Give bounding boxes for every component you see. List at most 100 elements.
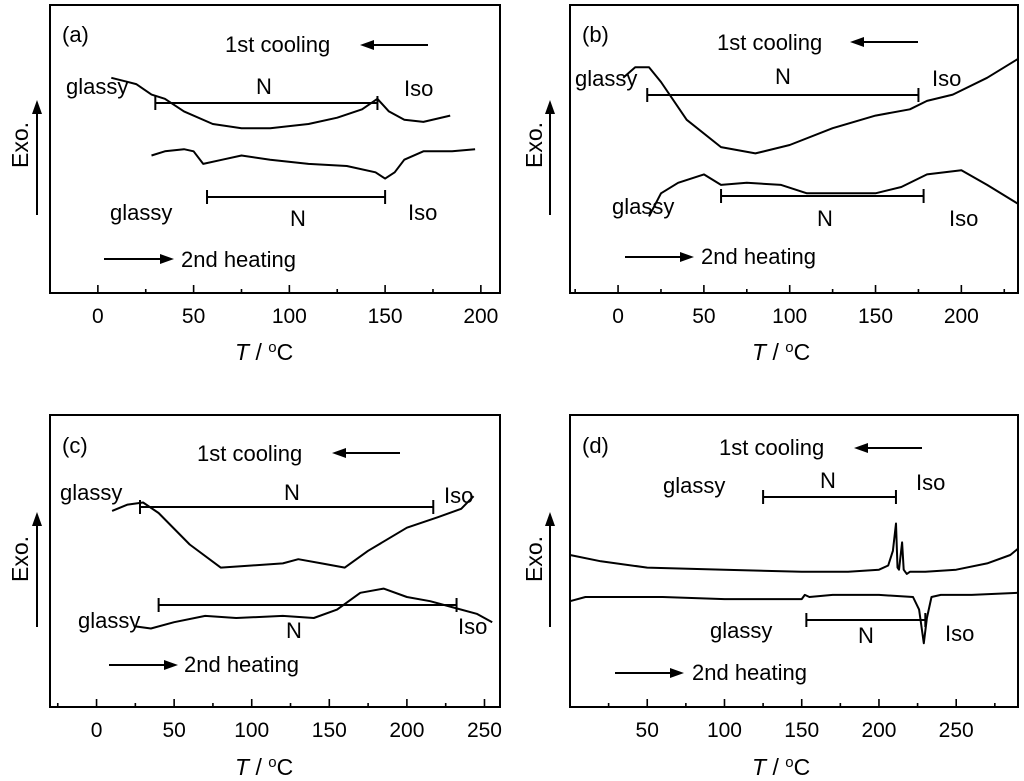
- unit-letter: C: [277, 339, 294, 365]
- heating-label: 2nd heating: [692, 660, 807, 685]
- cooling-label: 1st cooling: [225, 32, 330, 57]
- cooling-curve: [569, 522, 1019, 575]
- heating-iso-label: Iso: [949, 206, 978, 231]
- cooling-n-label: N: [284, 480, 300, 505]
- x-tick-label: 100: [234, 719, 269, 742]
- cooling-iso-label: Iso: [916, 470, 945, 495]
- heating-iso-label: Iso: [458, 614, 487, 639]
- cooling-curve: [622, 58, 1019, 155]
- y-axis-label: Exo.: [7, 536, 33, 582]
- heating-curve: [151, 148, 476, 180]
- panel-a: (a) 1st cooling 2nd heating glassy N Iso…: [7, 4, 501, 366]
- heating-curve: [135, 587, 493, 630]
- x-tick-label: 50: [182, 305, 205, 328]
- heating-label: 2nd heating: [701, 244, 816, 269]
- x-tick-label: 100: [272, 305, 307, 328]
- heating-label: 2nd heating: [181, 247, 296, 272]
- panel-d: (d) 1st cooling 2nd heating glassy N Iso…: [521, 414, 1019, 781]
- y-axis-label: Exo.: [521, 122, 547, 168]
- panel-c: (c) 1st cooling 2nd heating glassy N Iso…: [7, 414, 502, 781]
- exo-arrowhead: [545, 512, 555, 526]
- unit-letter: C: [794, 754, 811, 780]
- unit-letter: C: [277, 754, 294, 780]
- heating-glassy-label: glassy: [110, 200, 172, 225]
- cooling-iso-label: Iso: [404, 76, 433, 101]
- heating-glassy-label: glassy: [78, 608, 140, 633]
- x-tick-label: 250: [939, 719, 974, 742]
- panel-label: (a): [62, 22, 89, 47]
- degree-superscript: o: [785, 754, 793, 771]
- cooling-arrowhead: [854, 443, 868, 453]
- unit-letter: C: [794, 339, 811, 365]
- x-tick-label: 0: [92, 305, 104, 328]
- panel-label: (d): [582, 433, 609, 458]
- heating-iso-label: Iso: [408, 200, 437, 225]
- degree-superscript: o: [785, 339, 793, 356]
- cooling-curve: [111, 76, 451, 130]
- x-axis-label: T / oC: [752, 339, 810, 366]
- heating-arrowhead: [164, 660, 178, 670]
- cooling-glassy-label: glassy: [66, 74, 128, 99]
- x-tick-label: 100: [707, 719, 742, 742]
- heating-arrowhead: [670, 668, 684, 678]
- heating-curve: [648, 169, 1019, 217]
- exo-arrowhead: [545, 100, 555, 114]
- heating-n-label: N: [858, 623, 874, 648]
- cooling-iso-label: Iso: [444, 483, 473, 508]
- x-tick-label: 50: [636, 719, 659, 742]
- cooling-label: 1st cooling: [719, 435, 824, 460]
- x-tick-label: 150: [858, 305, 893, 328]
- y-axis-label: Exo.: [7, 122, 33, 168]
- x-tick-label: 250: [467, 719, 502, 742]
- plot-frame: [49, 414, 501, 708]
- x-tick-label: 200: [389, 719, 424, 742]
- x-tick-label: 150: [312, 719, 347, 742]
- panel-b: (b) 1st cooling 2nd heating glassy N Iso…: [521, 4, 1019, 366]
- cooling-label: 1st cooling: [197, 441, 302, 466]
- plot-frame: [49, 4, 501, 294]
- x-axis-label: T / oC: [752, 754, 810, 781]
- cooling-glassy-label: glassy: [575, 66, 637, 91]
- heating-glassy-label: glassy: [612, 194, 674, 219]
- exo-arrowhead: [32, 100, 42, 114]
- x-tick-label: 50: [162, 719, 185, 742]
- heating-n-label: N: [286, 618, 302, 643]
- y-axis-label: Exo.: [521, 536, 547, 582]
- x-tick-label: 50: [692, 305, 715, 328]
- plot-frame: [569, 4, 1019, 294]
- heating-glassy-label: glassy: [710, 618, 772, 643]
- cooling-arrowhead: [850, 37, 864, 47]
- cooling-n-label: N: [256, 74, 272, 99]
- cooling-glassy-label: glassy: [663, 473, 725, 498]
- x-axis-label: T / oC: [235, 339, 293, 366]
- heating-label: 2nd heating: [184, 652, 299, 677]
- x-tick-label: 100: [772, 305, 807, 328]
- x-tick-label: 150: [368, 305, 403, 328]
- panel-label: (c): [62, 433, 88, 458]
- x-tick-label: 0: [91, 719, 103, 742]
- x-tick-label: 200: [861, 719, 896, 742]
- x-tick-label: 150: [784, 719, 819, 742]
- cooling-arrowhead: [360, 40, 374, 50]
- x-axis-label: T / oC: [235, 754, 293, 781]
- x-tick-label: 200: [944, 305, 979, 328]
- plot-frame: [569, 414, 1019, 708]
- cooling-n-label: N: [820, 468, 836, 493]
- heating-arrowhead: [160, 254, 174, 264]
- heating-curve: [569, 591, 1019, 645]
- cooling-glassy-label: glassy: [60, 480, 122, 505]
- heating-n-label: N: [290, 206, 306, 231]
- panel-label: (b): [582, 22, 609, 47]
- heating-arrowhead: [680, 252, 694, 262]
- cooling-n-label: N: [775, 64, 791, 89]
- exo-arrowhead: [32, 512, 42, 526]
- heating-iso-label: Iso: [945, 621, 974, 646]
- cooling-label: 1st cooling: [717, 30, 822, 55]
- cooling-arrowhead: [332, 448, 346, 458]
- degree-superscript: o: [268, 754, 276, 771]
- x-tick-label: 200: [463, 305, 498, 328]
- cooling-iso-label: Iso: [932, 66, 961, 91]
- x-tick-label: 0: [612, 305, 624, 328]
- heating-n-label: N: [817, 206, 833, 231]
